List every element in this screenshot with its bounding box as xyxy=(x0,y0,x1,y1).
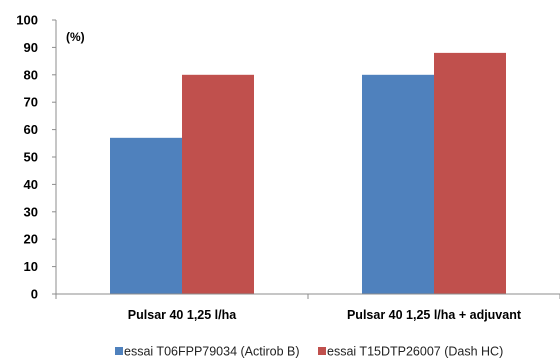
y-tick-label: 50 xyxy=(24,150,38,165)
y-axis-ticks: 0 10 20 30 40 50 60 70 80 90 100 xyxy=(16,13,56,302)
y-tick-label: 30 xyxy=(24,204,38,219)
y-tick-label: 70 xyxy=(24,95,38,110)
y-tick-label: 90 xyxy=(24,40,38,55)
y-tick-label: 40 xyxy=(24,177,38,192)
category-label: Pulsar 40 1,25 l/ha + adjuvant xyxy=(347,308,522,322)
y-tick-label: 100 xyxy=(16,13,38,28)
y-tick-label: 10 xyxy=(24,259,38,274)
category-labels: Pulsar 40 1,25 l/ha Pulsar 40 1,25 l/ha +… xyxy=(128,308,522,322)
bar-series2-cat2 xyxy=(434,52,506,294)
x-axis-ticks xyxy=(55,294,560,299)
legend-swatch-series1 xyxy=(115,347,123,355)
y-tick-label: 0 xyxy=(31,287,38,302)
legend: essai T06FPP79034 (Actirob B) essai T15DT… xyxy=(115,345,503,359)
y-tick-label: 80 xyxy=(24,67,38,82)
bars xyxy=(110,52,506,294)
y-tick-label: 20 xyxy=(24,232,38,247)
bar-series1-cat1 xyxy=(110,137,182,294)
y-tick-label: 60 xyxy=(24,122,38,137)
category-label: Pulsar 40 1,25 l/ha xyxy=(128,308,237,322)
legend-label-series1: essai T06FPP79034 (Actirob B) xyxy=(124,345,300,359)
bar-series2-cat1 xyxy=(182,74,254,294)
y-unit-label: (%) xyxy=(66,30,85,44)
legend-swatch-series2 xyxy=(318,347,326,355)
legend-label-series2: essai T15DTP26007 (Dash HC) xyxy=(327,345,503,359)
bar-series1-cat2 xyxy=(362,74,434,294)
